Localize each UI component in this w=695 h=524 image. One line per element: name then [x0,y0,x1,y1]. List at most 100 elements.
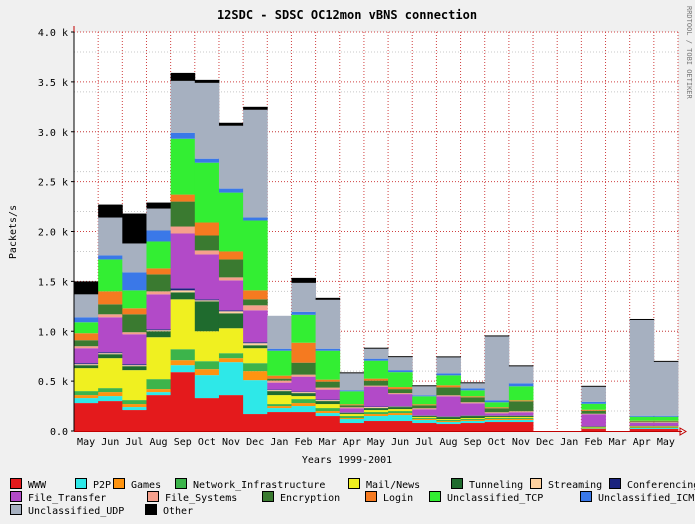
bar-segment-login [267,375,292,379]
bar-segment-p2p [412,420,437,424]
bar-segment-network-infrastructure [460,419,486,421]
bar-segment-file-systems [581,413,606,415]
bar-segment-unclassified-tcp [243,220,268,291]
bar-segment-file-transfer [484,413,510,416]
bar-segment-network-infrastructure [436,420,461,422]
bar-segment-encryption [581,410,606,414]
bar-segment-login [484,407,510,409]
bar-segment-tunneling [218,313,244,329]
bar-segment-network-infrastructure [363,412,389,415]
legend-label: P2P [93,480,112,491]
bar-segment-mail-news [363,410,389,413]
bar-segment-mail-news [122,370,147,401]
bar-segment-games [460,420,486,422]
bar-segment-unclassified-icmp [339,390,365,392]
bar-segment-file-systems [339,407,365,409]
x-tick-label: Jun [391,437,409,448]
x-tick-label: Aug [150,437,168,448]
bar-segment-www [629,429,655,431]
bar-segment-conferencing [218,310,244,312]
bar-segment-unclassified-udp [508,366,534,384]
legend-swatch [348,478,360,489]
bar-segment-file-systems [508,411,534,413]
bar-segment-encryption [122,314,147,333]
bar-segment-file-systems [363,385,389,387]
x-tick-label: Nov [512,437,530,448]
x-tick-label: May [367,437,385,448]
legend-entry: Unclassified_UDP [10,504,124,517]
bar-segment-file-systems [436,395,461,397]
bar-segment-file-transfer [339,408,365,413]
bar-segment-games [291,403,316,407]
x-tick-label: Oct [198,437,216,448]
bar-segment-unclassified-tcp [460,390,486,397]
bar-segment-network-infrastructure [194,361,220,370]
legend-swatch [451,478,463,489]
y-tick-label: 3.5 k [38,78,68,89]
bar-segment-file-transfer [508,412,534,416]
bar-segment-p2p [146,392,172,396]
bar-segment-network-infrastructure [339,416,365,419]
bar-segment-games [194,369,220,376]
bar-segment-file-systems [74,346,99,349]
y-tick-labels: 0.0 0.5 k 1.0 k 1.5 k 2.0 k 2.5 k 3.0 k 3.5 k 4.… [38,28,74,438]
legend-swatch [429,491,441,502]
bar-segment-conferencing [460,415,486,416]
bar-segment-other [74,281,99,295]
bar-segment-encryption [363,380,389,386]
bar-segment-unclassified-icmp [653,415,679,417]
legend-label: Unclassified_ICMP [598,493,695,504]
bar-segment-other [170,72,196,81]
legend-label: Network_Infrastructure [193,480,326,491]
bar-segment-other [315,297,341,300]
bar-segment-www [436,424,461,431]
bar-segment-other [146,202,172,209]
bar-segment-encryption [243,299,268,306]
legend-entry: Unclassified_TCP [429,491,543,504]
bar-segment-tunneling [146,331,172,338]
bar-segment-www [146,395,172,431]
legend-entry: Other [145,504,193,517]
bar-segment-www [315,416,341,431]
bar-segment-www [218,395,244,431]
bar-segment-other [339,372,365,374]
bar-segment-www [508,422,534,431]
bar-segment-unclassified-tcp [98,259,123,292]
bar-segment-www [388,421,413,431]
legend-label: Unclassified_UDP [28,506,125,517]
bar-segment-p2p [291,406,316,413]
bar-segment-mail-news [243,348,268,364]
bar-segment-tunneling [291,393,316,397]
bar-segment-login [218,251,244,260]
bar-segment-file-systems [412,408,437,410]
bar-segment-unclassified-tcp [629,416,655,421]
bar-segment-file-transfer [243,310,268,343]
bar-segment-unclassified-tcp [122,290,147,309]
bar-segment-conferencing [653,425,679,427]
x-tick-label: Feb [294,437,312,448]
bar-segment-mail-news [436,419,461,421]
bar-segment-unclassified-udp [218,125,244,189]
bar-segment-unclassified-udp [122,243,147,273]
bar-segment-unclassified-udp [339,373,365,391]
legend-label: Streaming [548,480,603,491]
bar-segment-login [412,404,437,406]
bar-segment-tunneling [363,408,389,411]
bar-segment-login [581,409,606,411]
bar-segment-file-transfer [363,386,389,407]
bar-segment-mail-news [653,426,679,428]
bar-segment-file-systems [460,402,486,404]
bar-segment-login [315,379,341,382]
bar-segment-network-infrastructure [74,391,99,396]
bar-segment-file-transfer [74,348,99,364]
bar-segment-unclassified-tcp [339,391,365,405]
bar-segment-www [170,372,196,431]
bar-segment-network-infrastructure [218,353,244,359]
x-tick-label: Jan [270,437,288,448]
bar-segment-encryption [388,389,413,394]
bar-segment-p2p [339,419,365,424]
bar-segment-mail-news [315,404,341,409]
x-tick-label: Nov [222,437,240,448]
y-tick-label: 2.0 k [38,228,68,239]
bar-segment-p2p [653,428,679,430]
